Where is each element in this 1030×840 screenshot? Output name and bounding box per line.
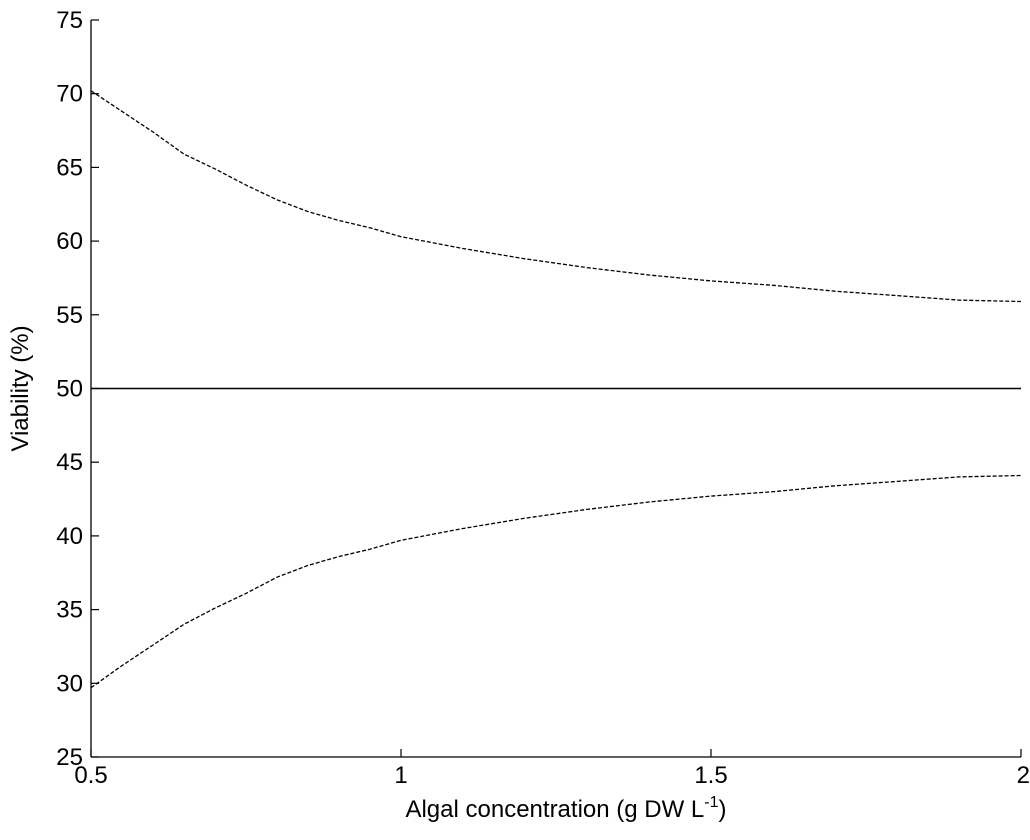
y-tick-label: 25 (56, 744, 83, 771)
x-axis-label: Algal concentration (g DW L-1) (405, 794, 726, 823)
y-axis-label: Viability (%) (7, 325, 34, 451)
x-axis-label-end: ) (719, 796, 727, 823)
y-tick-label: 40 (56, 523, 83, 550)
x-tick-label: 0.5 (74, 762, 107, 789)
y-tick-label: 70 (56, 81, 83, 108)
ticks: 25 30 35 40 45 50 55 60 65 70 75 0.5 1 1.5 2 (56, 7, 1030, 789)
y-tick-label: 35 (56, 597, 83, 624)
y-tick-label: 50 (56, 376, 83, 403)
y-tick-label: 60 (56, 228, 83, 255)
y-tick-label: 45 (56, 449, 83, 476)
y-tick-label: 55 (56, 302, 83, 329)
series-line-0 (90, 90, 1022, 303)
x-axis-label-main: Algal concentration (g DW L (405, 796, 704, 823)
series-line-2 (90, 474, 1022, 689)
x-tick-label: 2 (1017, 762, 1030, 789)
x-axis-label-superscript: -1 (704, 794, 718, 811)
x-tick-label: 1.5 (694, 762, 727, 789)
y-tick-label: 65 (56, 154, 83, 181)
y-tick-label: 75 (56, 7, 83, 34)
x-tick-label: 1 (394, 762, 407, 789)
series-layer (90, 90, 1022, 689)
y-tick-label: 30 (56, 670, 83, 697)
